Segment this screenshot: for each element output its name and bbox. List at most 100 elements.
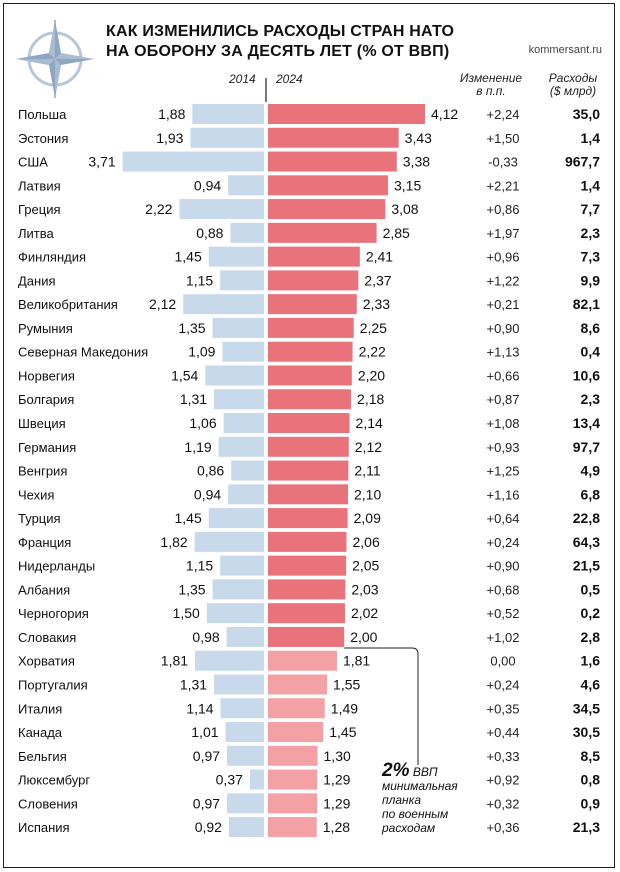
header-spending-line-2: ($ млрд) xyxy=(549,84,597,98)
value-label-2014: 1,31 xyxy=(180,391,207,407)
header-spending: Расходы ($ млрд) xyxy=(538,72,608,98)
spending-label: 0,8 xyxy=(581,772,601,788)
nato-compass-icon xyxy=(16,20,94,98)
spending-label: 967,7 xyxy=(565,154,600,170)
change-label: +1,50 xyxy=(487,131,520,146)
value-label-2014: 1,93 xyxy=(156,130,183,146)
bar-2014 xyxy=(214,674,264,695)
country-label: Нидерланды xyxy=(18,559,95,574)
bar-2014 xyxy=(228,175,264,196)
change-label: +0,21 xyxy=(487,297,520,312)
header-change-line-1: Изменение xyxy=(459,71,523,85)
value-label-2024: 2,10 xyxy=(354,486,381,502)
value-label-2014: 1,19 xyxy=(184,439,211,455)
bar-2014 xyxy=(208,508,264,529)
value-label-2024: 1,29 xyxy=(323,795,350,811)
spending-label: 97,7 xyxy=(573,439,600,455)
change-label: +1,22 xyxy=(487,273,520,288)
change-label: -0,33 xyxy=(488,155,518,170)
change-label: +1,02 xyxy=(487,630,520,645)
spending-label: 21,3 xyxy=(573,819,600,835)
bar-2014 xyxy=(220,270,264,291)
value-label-2014: 1,50 xyxy=(173,605,200,621)
value-label-2024: 3,38 xyxy=(403,154,430,170)
bar-2014 xyxy=(208,246,264,267)
bar-2024 xyxy=(268,341,353,362)
bar-2014 xyxy=(212,317,264,338)
value-label-2024: 2,22 xyxy=(359,344,386,360)
value-label-2014: 0,88 xyxy=(196,225,223,241)
threshold-pointer-line xyxy=(344,647,419,765)
bar-2014 xyxy=(220,698,264,719)
change-label: +1,16 xyxy=(487,487,520,502)
spending-label: 30,5 xyxy=(573,724,600,740)
country-label: Греция xyxy=(18,202,61,217)
source-label: kommersant.ru xyxy=(528,44,602,56)
country-label: Франция xyxy=(18,535,71,550)
country-label: Германия xyxy=(18,440,76,455)
bar-2014 xyxy=(231,460,264,481)
country-label: Польша xyxy=(18,107,67,122)
bar-2024 xyxy=(268,722,324,743)
frame xyxy=(3,3,615,868)
value-label-2024: 4,12 xyxy=(431,106,458,122)
header-change-line-2: в п.п. xyxy=(476,84,506,98)
value-label-2014: 1,14 xyxy=(186,700,213,716)
value-label-2024: 1,29 xyxy=(323,772,350,788)
country-label: Эстония xyxy=(18,131,68,146)
country-label: Литва xyxy=(18,226,55,241)
value-label-2014: 1,81 xyxy=(161,653,188,669)
value-label-2014: 1,45 xyxy=(175,249,202,265)
change-label: +0,93 xyxy=(487,440,520,455)
value-label-2024: 2,18 xyxy=(357,391,384,407)
bar-2014 xyxy=(249,769,264,790)
bar-2024 xyxy=(268,674,328,695)
bar-2024 xyxy=(268,793,318,814)
spending-label: 0,4 xyxy=(581,344,601,360)
bar-2014 xyxy=(225,722,264,743)
change-label: +0,35 xyxy=(487,701,520,716)
change-label: +0,33 xyxy=(487,749,520,764)
bar-2014 xyxy=(220,555,264,576)
country-label: Словакия xyxy=(18,630,76,645)
country-label: Люксембург xyxy=(18,773,90,788)
bar-2014 xyxy=(227,745,264,766)
bar-2024 xyxy=(268,389,352,410)
change-label: +1,97 xyxy=(487,226,520,241)
threshold-line-4: по военным xyxy=(382,807,449,821)
value-label-2014: 1,54 xyxy=(171,367,198,383)
spending-label: 4,6 xyxy=(581,676,601,692)
spending-label: 7,3 xyxy=(581,249,601,265)
bar-2024 xyxy=(268,817,317,838)
bar-2024 xyxy=(268,199,386,220)
bar-2024 xyxy=(268,365,352,386)
value-label-2014: 1,09 xyxy=(188,344,215,360)
title-line-1: КАК ИЗМЕНИЛИСЬ РАСХОДЫ СТРАН НАТО xyxy=(106,23,455,40)
value-label-2024: 2,14 xyxy=(356,415,383,431)
change-label: +2,24 xyxy=(487,107,520,122)
header-spending-line-1: Расходы xyxy=(548,71,598,85)
threshold-value: 2% xyxy=(382,760,410,781)
spending-label: 64,3 xyxy=(573,534,600,550)
bar-2014 xyxy=(214,389,264,410)
value-label-2014: 1,15 xyxy=(186,272,213,288)
value-label-2014: 2,22 xyxy=(145,201,172,217)
change-label: +0,44 xyxy=(487,725,520,740)
bar-2014 xyxy=(230,222,264,243)
value-label-2024: 2,12 xyxy=(355,439,382,455)
value-label-2024: 2,02 xyxy=(351,605,378,621)
bar-2014 xyxy=(183,294,264,315)
value-label-2014: 0,97 xyxy=(193,748,220,764)
value-label-2024: 2,33 xyxy=(363,296,390,312)
threshold-line-2: минимальная xyxy=(382,779,458,793)
change-label: +0,24 xyxy=(487,677,520,692)
threshold-line-1: ВВП xyxy=(412,765,438,779)
country-label: Португалия xyxy=(18,677,88,692)
value-label-2024: 2,11 xyxy=(354,463,380,479)
country-label: Испания xyxy=(18,820,70,835)
value-label-2024: 1,45 xyxy=(329,724,356,740)
header-2014: 2014 xyxy=(229,72,256,86)
spending-label: 2,3 xyxy=(581,391,601,407)
bar-2024 xyxy=(268,531,347,552)
